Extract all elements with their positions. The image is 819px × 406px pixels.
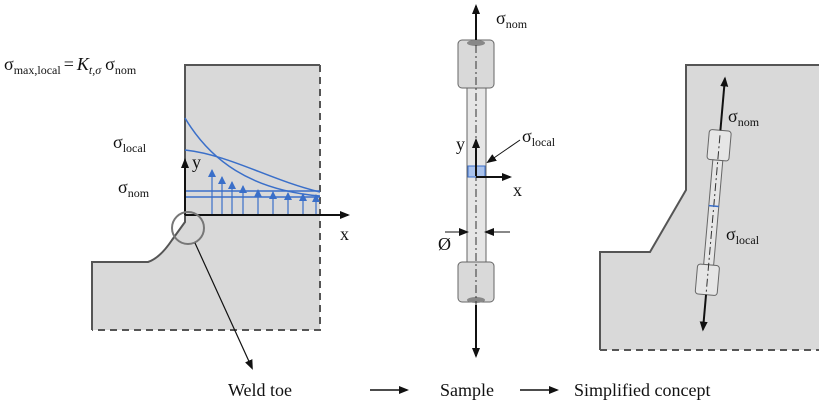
grip-end: [467, 297, 485, 303]
detail-circle: [171, 211, 205, 245]
middle-panel: y x Ø σnom σlocal: [438, 4, 556, 358]
local-label: σlocal: [726, 224, 760, 247]
x-label: x: [513, 180, 522, 200]
x-label: x: [340, 224, 349, 244]
plate-edge: [599, 64, 819, 350]
flow-step: Simplified concept: [574, 380, 710, 400]
y-label: y: [192, 152, 201, 172]
flow-step: Weld toe: [228, 380, 292, 400]
flow-step: Sample: [440, 380, 494, 400]
local-label: σlocal: [113, 132, 147, 155]
formula: σmax,local = Kt,σ σnom: [4, 54, 137, 77]
local-label: σlocal: [522, 126, 556, 149]
nom-label: σnom: [728, 106, 760, 129]
grip-end: [467, 40, 485, 46]
flow: Weld toe Sample Simplified concept: [228, 380, 710, 400]
left-panel: y x σmax,local = Kt,σ σnom σlocal σnom: [4, 54, 350, 370]
tilted-sample: [694, 76, 732, 332]
nom-label: σnom: [496, 8, 528, 31]
stress-arrows: [208, 169, 320, 214]
diameter-label: Ø: [438, 234, 451, 254]
nom-label: σnom: [118, 177, 150, 200]
pointer: [486, 139, 521, 164]
right-panel: σnom σlocal: [599, 64, 819, 351]
stress-curve: [184, 117, 321, 197]
plate-edge: [91, 64, 320, 330]
y-label: y: [456, 134, 465, 154]
plate-cut: [92, 65, 321, 331]
stress-curve: [184, 149, 321, 193]
pointer-arrow: [194, 242, 253, 370]
